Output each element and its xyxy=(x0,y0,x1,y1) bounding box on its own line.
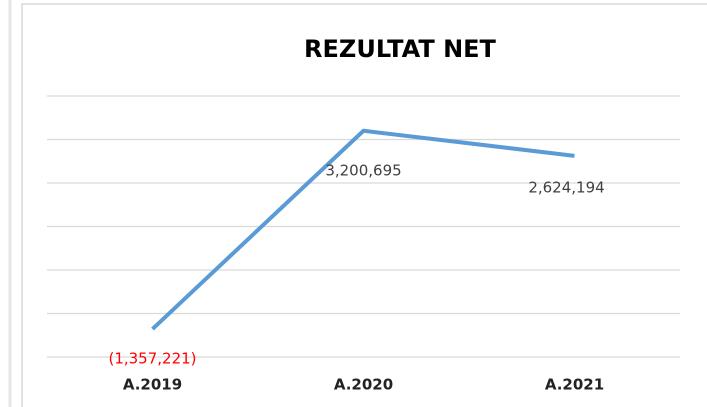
data-label: 3,200,695 xyxy=(325,161,401,179)
data-label: (1,357,221) xyxy=(108,350,196,368)
x-tick-label: A.2020 xyxy=(334,376,393,394)
x-tick-label: A.2021 xyxy=(545,376,604,394)
data-label: 2,624,194 xyxy=(528,178,604,196)
chart-title: REZULTAT NET xyxy=(304,35,497,63)
line-series xyxy=(151,128,575,331)
chart-frame xyxy=(21,3,707,407)
x-tick-label: A.2019 xyxy=(123,376,182,394)
